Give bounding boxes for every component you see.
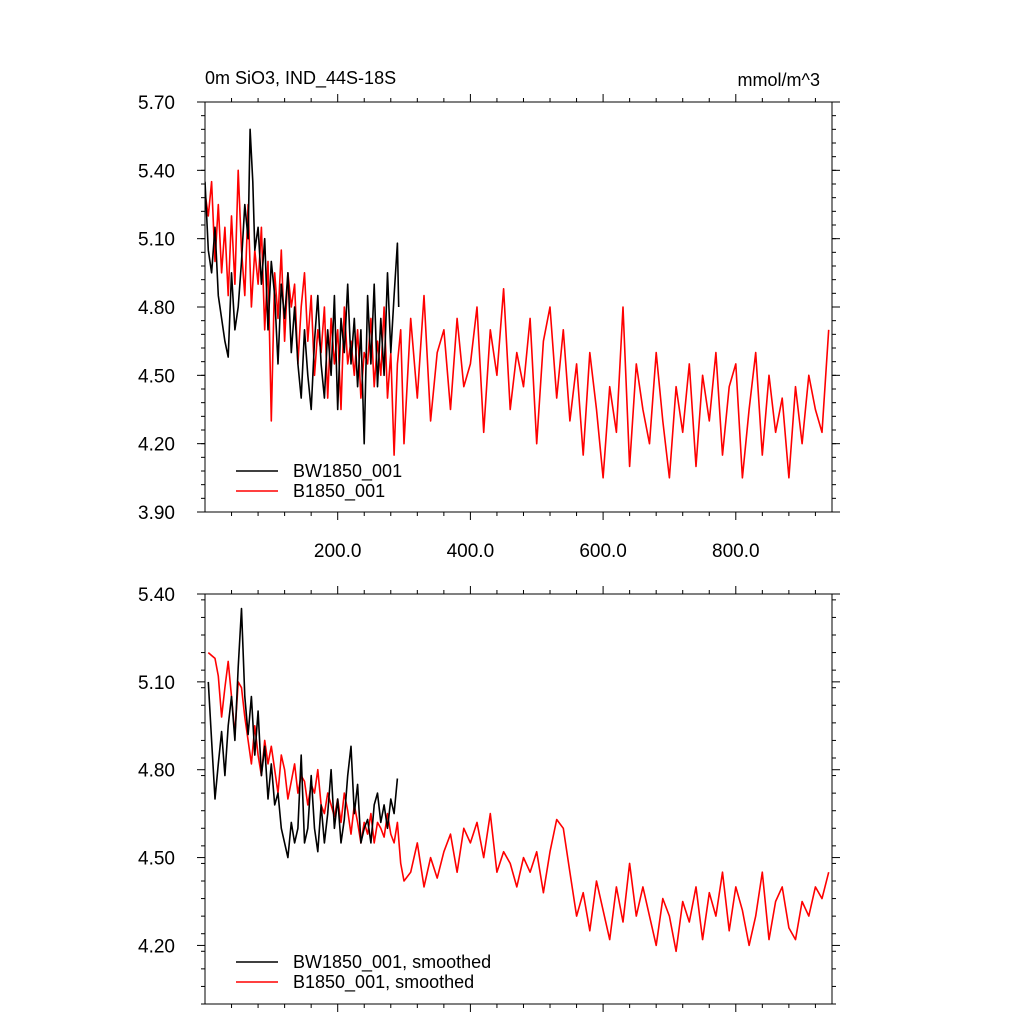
y-tick-label: 5.10 <box>138 230 175 251</box>
legend-label: B1850_001 <box>293 481 385 502</box>
legend-label: BW1850_001, smoothed <box>293 952 491 973</box>
y-tick-label: 4.80 <box>138 298 175 319</box>
y-tick-label: 5.40 <box>138 161 175 182</box>
legend-label: B1850_001, smoothed <box>293 972 474 993</box>
x-tick-label: 200.0 <box>314 541 362 562</box>
y-tick-label: 5.70 <box>138 93 175 114</box>
series-line-b1850-panel-1 <box>205 169 830 479</box>
chart-title: 0m SiO3, IND_44S-18S <box>205 68 396 89</box>
plot-frame-2 <box>204 593 833 1005</box>
y-tick-label: 4.20 <box>138 936 175 957</box>
y-tick-label: 4.50 <box>138 849 175 870</box>
y-tick-label: 4.20 <box>138 435 175 456</box>
y-tick-label: 3.90 <box>138 503 175 524</box>
y-tick-label: 4.80 <box>138 761 175 782</box>
x-tick-label: 600.0 <box>579 541 627 562</box>
units-label: mmol/m^3 <box>738 70 820 90</box>
x-tick-label: 800.0 <box>712 541 760 562</box>
y-tick-label: 5.10 <box>138 673 175 694</box>
series-line-b1850-panel-2 <box>207 651 830 953</box>
y-tick-label: 4.50 <box>138 366 175 387</box>
series-line-bw1850-panel-1 <box>205 128 400 445</box>
series-line-bw1850-panel-2 <box>207 607 399 859</box>
legend-label: BW1850_001 <box>293 461 402 482</box>
plot-frame-1 <box>204 101 833 513</box>
x-tick-label: 400.0 <box>447 541 495 562</box>
y-tick-label: 5.40 <box>138 585 175 606</box>
